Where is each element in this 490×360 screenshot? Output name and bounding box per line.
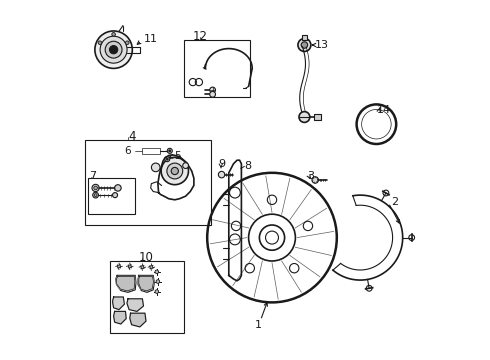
Polygon shape <box>113 297 124 310</box>
Text: 1: 1 <box>255 320 262 330</box>
Circle shape <box>301 42 308 48</box>
Circle shape <box>210 91 216 97</box>
Polygon shape <box>116 275 136 292</box>
Circle shape <box>161 157 189 185</box>
Circle shape <box>109 46 118 54</box>
Text: 10: 10 <box>139 251 154 264</box>
Text: 6: 6 <box>124 146 131 156</box>
Circle shape <box>183 163 189 168</box>
Bar <box>301 35 307 40</box>
Text: 4: 4 <box>128 130 136 143</box>
Circle shape <box>141 266 144 269</box>
Circle shape <box>312 177 318 183</box>
Circle shape <box>94 186 98 190</box>
Bar <box>110 261 184 333</box>
Circle shape <box>171 167 178 175</box>
Bar <box>315 114 321 120</box>
Text: 12: 12 <box>193 30 208 42</box>
Circle shape <box>100 36 127 63</box>
Circle shape <box>298 39 311 51</box>
Circle shape <box>166 158 169 160</box>
Circle shape <box>95 31 132 68</box>
Text: 13: 13 <box>315 40 329 50</box>
Circle shape <box>299 112 310 122</box>
Polygon shape <box>139 276 153 291</box>
Polygon shape <box>138 275 154 292</box>
Text: 3: 3 <box>307 171 314 181</box>
Circle shape <box>155 270 159 274</box>
Polygon shape <box>130 313 146 327</box>
Text: 7: 7 <box>90 171 97 181</box>
Text: 14: 14 <box>377 105 391 115</box>
Circle shape <box>167 163 183 179</box>
Circle shape <box>169 150 171 152</box>
Polygon shape <box>127 299 144 311</box>
Circle shape <box>167 148 172 153</box>
Circle shape <box>210 87 216 93</box>
Text: 11: 11 <box>144 33 157 44</box>
Circle shape <box>150 266 153 269</box>
Circle shape <box>105 41 122 58</box>
Circle shape <box>113 193 118 198</box>
Circle shape <box>115 185 121 191</box>
Text: 8: 8 <box>244 161 251 171</box>
Text: 9: 9 <box>219 159 226 169</box>
Circle shape <box>112 32 116 36</box>
Circle shape <box>93 192 98 198</box>
Text: 2: 2 <box>391 197 398 207</box>
Text: 5: 5 <box>174 150 180 161</box>
Circle shape <box>151 163 160 172</box>
Circle shape <box>165 157 170 162</box>
Polygon shape <box>114 311 126 324</box>
Circle shape <box>118 265 121 268</box>
Circle shape <box>219 171 225 178</box>
Circle shape <box>125 41 129 45</box>
Circle shape <box>98 41 102 45</box>
Bar <box>184 40 250 97</box>
Bar <box>143 148 160 154</box>
Polygon shape <box>117 276 135 291</box>
Bar <box>85 140 211 225</box>
Bar <box>88 178 135 214</box>
Circle shape <box>156 280 160 283</box>
Circle shape <box>128 265 131 268</box>
Circle shape <box>155 290 159 293</box>
Circle shape <box>92 184 99 192</box>
Circle shape <box>94 194 97 197</box>
